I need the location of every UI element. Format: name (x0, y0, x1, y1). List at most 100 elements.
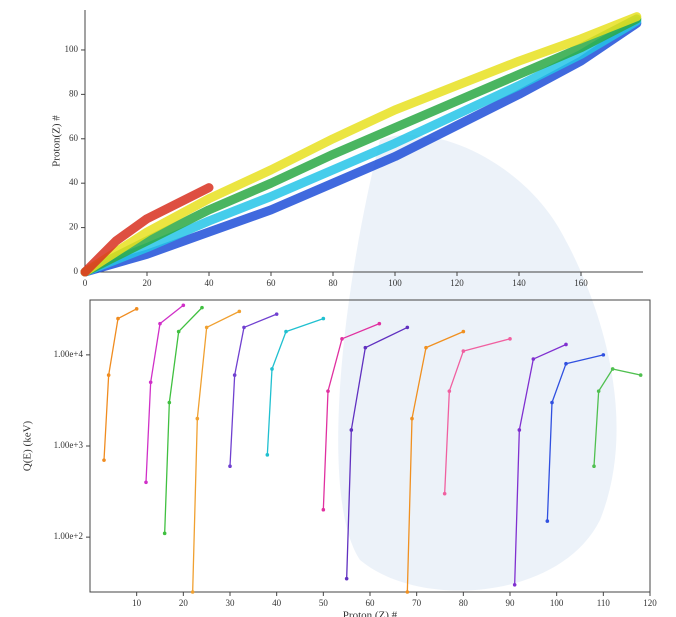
point (204, 325, 209, 330)
point (545, 519, 550, 523)
x-tick-label: 0 (83, 278, 88, 288)
point (447, 389, 452, 393)
x-tick-label: 10 (132, 598, 142, 608)
x-tick-label: 70 (412, 598, 422, 608)
point (228, 464, 232, 469)
point (158, 321, 162, 326)
series-line (80, 16, 642, 277)
x-tick-label: 90 (506, 598, 516, 608)
point (596, 389, 601, 393)
y-tick-label: 80 (69, 88, 79, 98)
point (424, 345, 428, 350)
point (237, 309, 242, 314)
y-tick-label: 1.00e+4 (54, 349, 84, 359)
point (377, 321, 382, 326)
point (531, 357, 536, 361)
point (405, 325, 410, 330)
x-tick-label: 60 (366, 598, 376, 608)
series-line (80, 14, 642, 277)
series-line (103, 308, 138, 461)
point (405, 590, 410, 594)
background-shape (338, 134, 617, 591)
y-axis-label: Proton(Z) # (51, 115, 63, 167)
x-tick-label: 120 (643, 598, 657, 608)
point (167, 400, 172, 405)
point (326, 389, 330, 393)
point (340, 337, 344, 341)
series-line (406, 330, 464, 593)
point (176, 329, 181, 334)
series-line (80, 12, 642, 277)
x-tick-label: 20 (143, 278, 153, 288)
series-line (546, 354, 604, 522)
point (410, 416, 414, 421)
y-tick-label: 20 (69, 222, 79, 232)
series-line (192, 310, 240, 593)
y-tick-label: 1.00e+3 (54, 440, 84, 450)
point (564, 342, 568, 347)
x-tick-label: 20 (179, 598, 189, 608)
point (144, 480, 148, 485)
point (232, 373, 237, 377)
series-line (229, 313, 278, 467)
point (610, 367, 615, 371)
y-tick-label: 1.00e+2 (54, 531, 83, 541)
point (517, 428, 522, 432)
point (274, 312, 279, 316)
point (321, 316, 326, 321)
point (442, 491, 447, 496)
point (242, 325, 246, 330)
y-axis-label: Q(E) (keV) (22, 420, 34, 471)
x-tick-label: 120 (450, 278, 464, 288)
point (265, 453, 270, 457)
point (270, 367, 274, 371)
x-tick-label: 100 (388, 278, 402, 288)
series-line (80, 18, 642, 277)
point (106, 373, 111, 377)
series-line (346, 326, 408, 580)
point (195, 416, 200, 421)
x-tick-label: 30 (226, 598, 236, 608)
point (564, 361, 568, 366)
point (461, 349, 466, 353)
x-tick-label: 140 (512, 278, 526, 288)
y-tick-label: 40 (69, 177, 79, 187)
series-line (164, 306, 203, 535)
point (349, 428, 354, 432)
series-line (444, 338, 511, 495)
point (134, 307, 139, 311)
point (148, 380, 153, 385)
point (102, 458, 106, 462)
point (284, 329, 288, 334)
series-line (593, 368, 642, 467)
x-tick-label: 40 (272, 598, 282, 608)
point (200, 305, 204, 310)
point (344, 576, 349, 581)
y-tick-label: 60 (69, 133, 79, 143)
x-tick-label: 160 (574, 278, 588, 288)
point (512, 582, 517, 587)
point (550, 400, 554, 405)
point (601, 353, 606, 357)
point (461, 329, 466, 334)
point (162, 531, 167, 536)
x-tick-label: 40 (205, 278, 215, 288)
point (116, 316, 120, 321)
y-tick-label: 100 (65, 44, 79, 54)
point (181, 303, 186, 308)
point (508, 337, 512, 341)
series-line (266, 317, 324, 456)
series-line (322, 323, 380, 511)
series-line (145, 304, 184, 483)
x-axis-label: Proton (Z) # (343, 610, 398, 617)
x-tick-label: 50 (319, 598, 329, 608)
point (363, 345, 368, 350)
series-line (80, 183, 214, 277)
x-tick-label: 80 (459, 598, 469, 608)
series-line (514, 343, 567, 586)
point (638, 373, 643, 377)
point (321, 507, 326, 512)
x-tick-label: 80 (329, 278, 339, 288)
x-tick-label: 60 (267, 278, 277, 288)
